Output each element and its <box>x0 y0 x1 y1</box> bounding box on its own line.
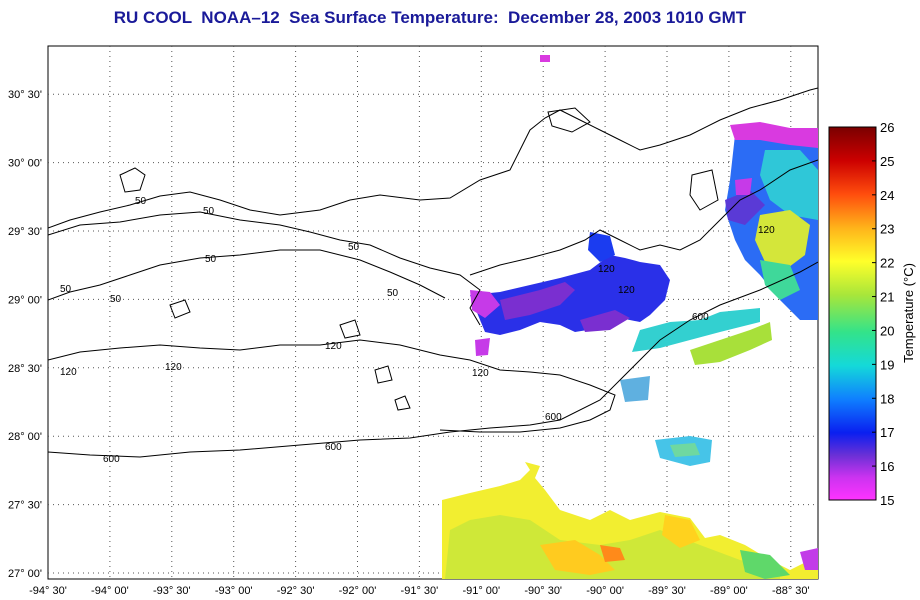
sst-patch-small <box>620 376 650 402</box>
contour-600 <box>48 261 818 458</box>
contour-island-5 <box>394 395 411 411</box>
contour-island-3 <box>339 319 361 339</box>
lat-tick-label: 27° 00' <box>8 568 42 580</box>
sst-patch-east-yellow <box>755 210 810 270</box>
contour-island-4 <box>374 365 393 384</box>
sst-patch-small-magenta <box>475 338 490 356</box>
sst-patch-east-magenta2 <box>735 178 752 195</box>
colorbar-tick-label: 19 <box>880 357 894 372</box>
sst-patch-east-cyan <box>760 150 818 220</box>
sst-patch-east-green <box>760 260 800 300</box>
sst-patch-south-orange2 <box>662 515 700 548</box>
graticule <box>48 46 818 579</box>
colorbar-tick-label: 26 <box>880 120 894 135</box>
sst-patch-delta-west <box>470 290 500 318</box>
contour-island-7 <box>689 169 719 211</box>
contour-label: 50 <box>203 206 215 217</box>
lon-tick-label: -93° 00' <box>215 585 253 597</box>
contour-island-2 <box>169 299 191 319</box>
lat-tick-label: 30° 00' <box>8 158 42 170</box>
colorbar: 26 25 24 23 22 21 20 19 18 17 16 15 Temperature (°C… <box>828 120 916 508</box>
lon-tick-label: -91° 00' <box>462 585 500 597</box>
sst-patch-south-magenta <box>800 548 818 570</box>
contour-label: 50 <box>348 242 360 253</box>
contour-label: 50 <box>387 288 399 299</box>
sst-patch-mid-green <box>670 443 700 457</box>
lat-tick-label: 29° 00' <box>8 294 42 306</box>
lat-tick-label: 30° 30' <box>8 89 42 101</box>
lat-tick-label: 29° 30' <box>8 226 42 238</box>
colorbar-gradient <box>828 126 877 501</box>
colorbar-tick-label: 16 <box>880 459 894 474</box>
colorbar-tick-label: 20 <box>880 323 894 338</box>
lon-tick-label: -93° 30' <box>153 585 191 597</box>
lon-tick-label: -92° 00' <box>339 585 377 597</box>
contour-50-b <box>48 249 446 301</box>
sst-patch-south-warm <box>600 545 625 562</box>
lon-tick-label: -94° 00' <box>91 585 129 597</box>
contour-label: 120 <box>60 367 77 378</box>
contour-label: 50 <box>135 196 147 207</box>
colorbar-tick-label: 24 <box>880 188 894 203</box>
latitude-labels: 27° 00' 27° 30' 28° 00' 28° 30' 29° 00' 29° 3… <box>8 89 42 580</box>
contour-label: 120 <box>325 341 342 352</box>
contour-50 <box>48 211 481 326</box>
colorbar-tick-label: 25 <box>880 154 894 169</box>
lon-tick-label: -90° 30' <box>524 585 562 597</box>
contour-label: 50 <box>60 284 72 295</box>
sst-patch-shelf-cyan <box>632 308 760 352</box>
colorbar-tick-label: 18 <box>880 391 894 406</box>
contour-120 <box>48 339 616 433</box>
colorbar-title: Temperature (°C) <box>901 263 916 363</box>
lon-tick-label: -92° 30' <box>277 585 315 597</box>
map-title: RU COOL NOAA–12 Sea Surface Temperature:… <box>113 8 747 27</box>
sst-patch-south-green2 <box>740 550 790 579</box>
contour-label: 50 <box>110 294 122 305</box>
sst-patch-dot <box>540 55 550 62</box>
lon-tick-label: -89° 00' <box>710 585 748 597</box>
contour-island-1 <box>119 167 146 193</box>
contour-label: 120 <box>598 264 615 275</box>
contour-label: 120 <box>165 362 182 373</box>
lat-tick-label: 28° 30' <box>8 363 42 375</box>
contour-label: 120 <box>472 368 489 379</box>
sst-patch-east-purple <box>725 190 765 225</box>
colorbar-tick-label: 22 <box>880 256 894 271</box>
contour-label: 50 <box>205 254 217 265</box>
contour-label: 120 <box>618 285 635 296</box>
lat-tick-label: 28° 00' <box>8 431 42 443</box>
colorbar-tick-label: 21 <box>880 290 894 305</box>
colorbar-tick-label: 23 <box>880 222 894 237</box>
contour-label: 600 <box>325 442 342 453</box>
longitude-labels: -94° 30' -94° 00' -93° 30' -93° 00' -92° 30'… <box>29 585 810 597</box>
contour-label: 600 <box>103 454 120 465</box>
lon-tick-label: -91° 30' <box>401 585 439 597</box>
colorbar-ticks: 26 25 24 23 22 21 20 19 18 17 16 15 <box>872 120 894 508</box>
lon-tick-label: -94° 30' <box>29 585 67 597</box>
delta-coast <box>469 159 818 276</box>
lat-tick-label: 27° 30' <box>8 500 42 512</box>
sst-patch-river <box>588 232 615 262</box>
sst-patch-south-orange <box>540 540 615 575</box>
contour-label: 600 <box>545 412 562 423</box>
coastline <box>48 87 818 229</box>
contour-label: 120 <box>758 225 775 236</box>
sst-patch-delta-purple2 <box>580 310 630 332</box>
lon-tick-label: -88° 30' <box>772 585 810 597</box>
contour-labels: 50 50 50 50 50 50 50 120 120 120 120 120… <box>60 196 775 465</box>
contour-island-6 <box>547 107 591 133</box>
contour-layer <box>48 87 818 458</box>
sst-patch-east-magenta <box>730 122 818 148</box>
lon-tick-label: -90° 00' <box>586 585 624 597</box>
colorbar-tick-label: 15 <box>880 493 894 508</box>
sst-patch-delta-purple <box>500 282 575 320</box>
sst-data-layer <box>442 55 818 579</box>
lon-tick-label: -89° 30' <box>648 585 686 597</box>
contour-label: 600 <box>692 312 709 323</box>
colorbar-tick-label: 17 <box>880 425 894 440</box>
sst-patch-shelf <box>690 322 772 365</box>
